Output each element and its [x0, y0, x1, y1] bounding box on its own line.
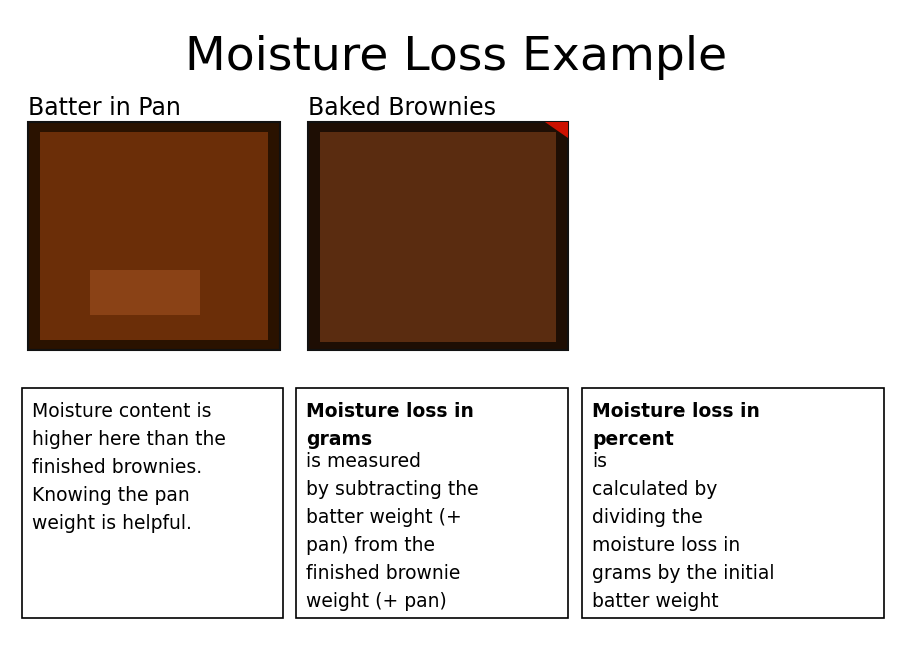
Text: Batter in Pan: Batter in Pan	[28, 96, 180, 120]
Text: Moisture loss in
percent: Moisture loss in percent	[591, 402, 759, 449]
Text: is
calculated by
dividing the
moisture loss in
grams by the initial
batter weigh: is calculated by dividing the moisture l…	[591, 452, 773, 611]
Bar	[308, 122, 568, 350]
Text: Baked Brownies: Baked Brownies	[308, 96, 496, 120]
Text: is measured
by subtracting the
batter weight (+
pan) from the
finished brownie
w: is measured by subtracting the batter we…	[306, 452, 478, 611]
Bar	[320, 132, 556, 342]
Polygon shape	[545, 122, 568, 138]
Text: Moisture loss in
grams: Moisture loss in grams	[306, 402, 474, 449]
Text: Moisture content is
higher here than the
finished brownies.
Knowing the pan
weig: Moisture content is higher here than the…	[32, 402, 226, 533]
Text: Moisture Loss Example: Moisture Loss Example	[185, 36, 726, 81]
Bar	[90, 270, 200, 315]
FancyBboxPatch shape	[22, 388, 282, 618]
FancyBboxPatch shape	[581, 388, 883, 618]
FancyBboxPatch shape	[296, 388, 568, 618]
Bar	[28, 122, 280, 350]
Bar	[40, 132, 268, 340]
